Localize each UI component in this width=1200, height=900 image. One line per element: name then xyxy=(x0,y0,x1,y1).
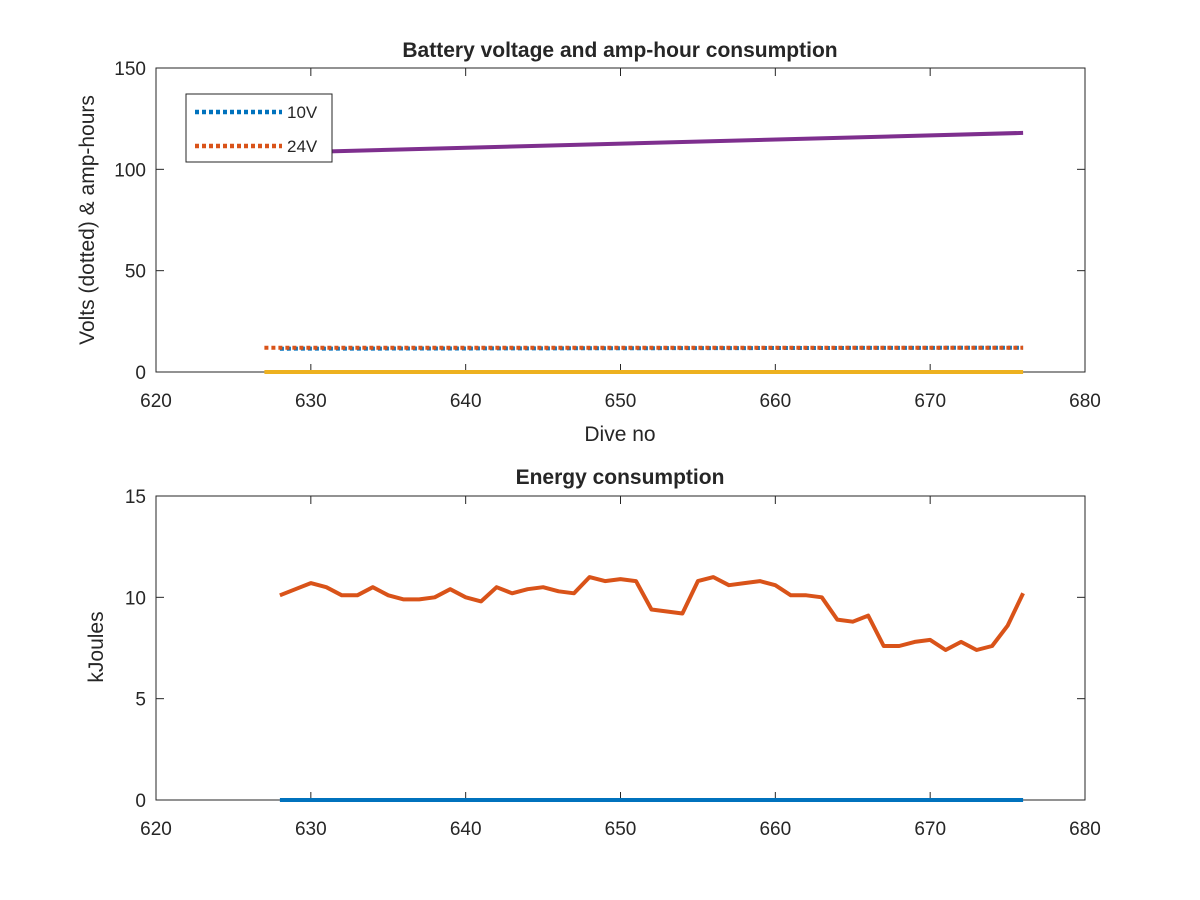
y-tick-label: 0 xyxy=(135,363,146,384)
x-tick-label: 660 xyxy=(759,391,791,412)
legend-label-10v: 10V xyxy=(287,103,318,122)
energy-axes: Energy consumption kJoules 620 630 640 650 6… xyxy=(85,466,1101,840)
voltage-y-axis-label: Volts (dotted) & amp-hours xyxy=(76,95,99,345)
x-tick-label: 680 xyxy=(1069,819,1101,840)
energy-chart-title: Energy consumption xyxy=(516,466,725,489)
y-tick-label: 0 xyxy=(135,791,146,812)
x-tick-label: 620 xyxy=(140,391,172,412)
x-tick-label: 630 xyxy=(295,819,327,840)
y-tick-label: 50 xyxy=(125,262,146,283)
x-tick-label: 670 xyxy=(914,819,946,840)
y-tick-label: 100 xyxy=(114,160,146,181)
voltage-legend: 10V 24V xyxy=(185,93,333,163)
x-tick-label: 630 xyxy=(295,391,327,412)
x-tick-label: 650 xyxy=(605,391,637,412)
voltage-x-axis-label: Dive no xyxy=(584,423,655,446)
x-tick-label: 640 xyxy=(450,391,482,412)
y-tick-label: 150 xyxy=(114,59,146,80)
x-tick-label: 620 xyxy=(140,819,172,840)
x-tick-label: 670 xyxy=(914,391,946,412)
voltage-chart-title: Battery voltage and amp-hour consumption xyxy=(402,39,837,62)
energy-y-axis-label: kJoules xyxy=(85,611,108,682)
y-tick-label: 10 xyxy=(125,588,146,609)
x-tick-label: 640 xyxy=(450,819,482,840)
x-tick-label: 660 xyxy=(759,819,791,840)
voltage-axes: Battery voltage and amp-hour consumption… xyxy=(76,39,1101,446)
y-tick-label: 5 xyxy=(135,690,146,711)
voltage-series-line-2 xyxy=(264,130,1024,156)
x-tick-label: 680 xyxy=(1069,391,1101,412)
x-tick-label: 650 xyxy=(605,819,637,840)
legend-box xyxy=(185,93,333,163)
y-tick-label: 15 xyxy=(125,487,146,508)
energy-series-line-1 xyxy=(279,575,1025,652)
legend-label-24v: 24V xyxy=(287,137,318,156)
